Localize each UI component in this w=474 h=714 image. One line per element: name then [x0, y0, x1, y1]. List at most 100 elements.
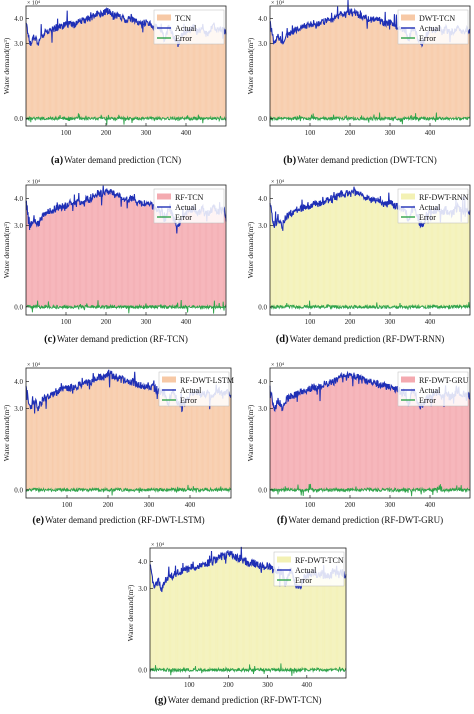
- x-tick-label: 300: [141, 318, 152, 326]
- x-tick-label: 400: [425, 129, 436, 137]
- subplot-g: 100 200 300 400 4.0 3.0 0.0 × 10⁴ Water demand(m…: [126, 543, 347, 706]
- legend-label: Error: [419, 34, 436, 43]
- y-axis-label: Water demand(m³): [246, 37, 255, 94]
- legend-label: RF-DWT-LSTM: [180, 376, 234, 385]
- y-axis-label: Water demand(m³): [126, 584, 135, 641]
- subplot-e: 100 200 300 400 4.0 3.0 0.0 × 10⁴ Water demand(m…: [2, 363, 234, 527]
- error-line: [25, 299, 227, 314]
- y-scale-note: × 10⁴: [271, 1, 284, 7]
- subplot-c: 100 200 300 400 4.0 3.0 0.0 × 10⁴ Water demand(m…: [2, 180, 227, 345]
- figure-caption: (d)Water demand prediction (RF-DWT-RNN): [276, 334, 445, 345]
- caption-text: Water demand prediction (DWT-TCN): [297, 155, 437, 165]
- y-tick-label: 4.0: [14, 378, 23, 386]
- caption-letter: (d): [276, 334, 289, 345]
- legend-label: Error: [175, 34, 192, 43]
- error-line: [25, 484, 232, 496]
- legend-label: Actual: [419, 203, 441, 212]
- prediction-area: [26, 187, 226, 307]
- x-tick-label: 400: [425, 501, 436, 509]
- y-scale-note: × 10⁴: [27, 180, 40, 186]
- axes-frame: [149, 547, 347, 679]
- legend-label: Actual: [180, 386, 202, 395]
- caption-text: Water demand prediction (RF-DWT-LSTM): [45, 515, 205, 525]
- caption-letter: (e): [32, 515, 44, 526]
- x-tick-label: 100: [305, 129, 316, 137]
- x-tick-label: 200: [345, 318, 356, 326]
- y-tick-label: 3.0: [258, 405, 267, 413]
- caption-text: Water demand prediction (RF-TCN): [57, 334, 188, 344]
- x-tick-label: 100: [61, 318, 72, 326]
- figure-caption: (f)Water demand prediction (RF-DWT-GRU): [277, 515, 443, 526]
- subplot-f: 100 200 300 400 4.0 3.0 0.0 × 10⁴ Water demand(m…: [246, 363, 471, 526]
- legend-swatch-prediction: [157, 193, 171, 200]
- y-tick-label: 3.0: [14, 222, 23, 230]
- axes-frame: [269, 184, 471, 316]
- x-tick-label: 200: [345, 129, 356, 137]
- error-line: [269, 483, 471, 497]
- x-tick-label: 100: [61, 129, 72, 137]
- legend-label: Error: [419, 396, 436, 405]
- x-tick-label: 400: [185, 501, 196, 509]
- figure-caption: (g)Water demand prediction (RF-DWT-TCN): [155, 695, 322, 706]
- y-tick-label: 3.0: [138, 585, 147, 593]
- subplot-d: 100 200 300 400 4.0 3.0 0.0 × 10⁴ Water demand(m…: [246, 180, 471, 345]
- legend-label: Actual: [175, 24, 197, 33]
- legend-label: RF-DWT-GRU: [419, 376, 469, 385]
- x-tick-label: 200: [345, 501, 356, 509]
- x-tick-label: 100: [62, 501, 73, 509]
- legend-label: Actual: [295, 566, 317, 575]
- legend-label: RF-DWT-TCN: [295, 556, 344, 565]
- caption-letter: (b): [283, 155, 296, 166]
- prediction-area: [270, 188, 470, 307]
- prediction-area: [150, 548, 346, 670]
- y-tick-label: 4.0: [138, 558, 147, 566]
- error-line: [269, 300, 471, 311]
- x-tick-label: 300: [262, 681, 273, 689]
- legend-swatch-prediction: [401, 376, 415, 383]
- y-tick-label: 4.0: [258, 378, 267, 386]
- y-tick-label: 3.0: [258, 222, 267, 230]
- legend-label: DWT-TCN: [419, 14, 455, 23]
- legend-label: TCN: [175, 14, 191, 23]
- y-axis-label: Water demand(m³): [2, 37, 11, 94]
- x-tick-label: 300: [385, 129, 396, 137]
- y-tick-label: 4.0: [14, 195, 23, 203]
- x-tick-label: 400: [181, 318, 192, 326]
- subplot-a: 100 200 300 400 4.0 3.0 0.0 × 10⁴ Water demand(m…: [2, 1, 227, 166]
- y-scale-note: × 10⁴: [151, 543, 164, 549]
- y-tick-label: 4.0: [14, 15, 23, 23]
- axes-frame: [25, 184, 227, 316]
- legend-label: Actual: [419, 24, 441, 33]
- y-tick-label: 4.0: [258, 195, 267, 203]
- x-tick-label: 200: [103, 501, 114, 509]
- axes-frame: [269, 5, 471, 127]
- legend-label: RF-DWT-RNN: [419, 193, 469, 202]
- caption-letter: (a): [51, 155, 64, 166]
- axes-frame: [25, 5, 227, 127]
- x-tick-label: 400: [181, 129, 192, 137]
- y-tick-label: 0.0: [14, 303, 23, 311]
- caption-letter: (c): [44, 334, 56, 345]
- x-tick-label: 200: [223, 681, 234, 689]
- prediction-area: [270, 1, 470, 119]
- legend-label: Error: [295, 576, 312, 585]
- legend-swatch-prediction: [157, 14, 171, 21]
- x-tick-label: 100: [305, 318, 316, 326]
- y-tick-label: 0.0: [14, 486, 23, 494]
- legend-label: Error: [175, 213, 192, 222]
- y-tick-label: 4.0: [258, 15, 267, 23]
- y-tick-label: 0.0: [138, 666, 147, 674]
- y-scale-note: × 10⁴: [27, 1, 40, 7]
- caption-text: Water demand prediction (RF-DWT-TCN): [168, 695, 322, 705]
- legend-label: Actual: [419, 386, 441, 395]
- y-axis-label: Water demand(m³): [2, 404, 11, 461]
- y-scale-note: × 10⁴: [27, 363, 40, 369]
- x-tick-label: 100: [305, 501, 316, 509]
- legend-swatch-prediction: [162, 376, 176, 383]
- x-tick-label: 200: [101, 129, 112, 137]
- x-tick-label: 400: [302, 681, 313, 689]
- x-tick-label: 200: [101, 318, 112, 326]
- x-tick-label: 300: [385, 501, 396, 509]
- error-line: [269, 112, 471, 125]
- y-tick-label: 3.0: [258, 40, 267, 48]
